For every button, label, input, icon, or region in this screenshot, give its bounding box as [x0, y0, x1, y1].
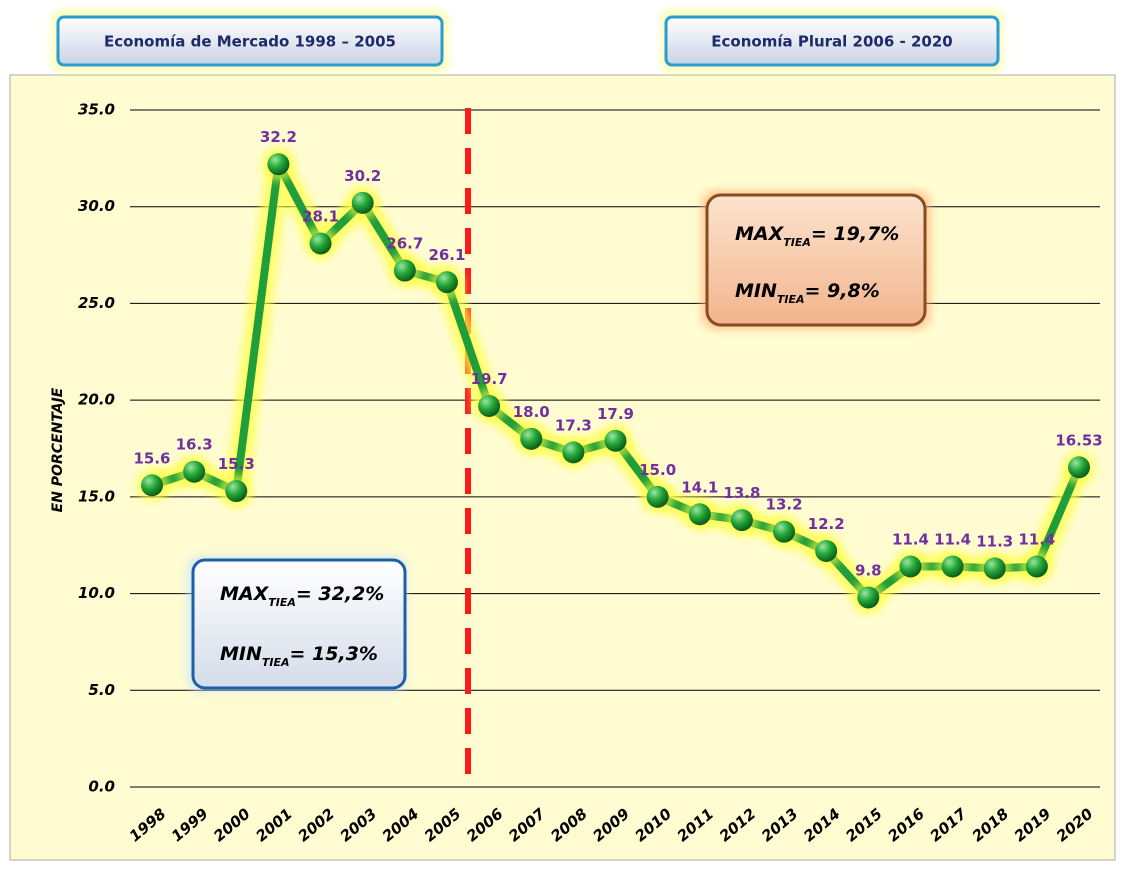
value-label: 13.8 [723, 484, 760, 502]
marker [857, 586, 880, 609]
marker [941, 555, 964, 578]
marker [435, 271, 458, 294]
marker [478, 394, 501, 417]
marker [309, 232, 332, 255]
y-tick-label: 10.0 [78, 584, 115, 602]
value-label: 19.7 [471, 370, 508, 388]
marker [225, 480, 248, 503]
marker [267, 153, 290, 176]
annotation-box: MAXTIEA= 32,2% MINTIEA= 15,3% [187, 556, 407, 692]
annotation-text: MAX [220, 583, 270, 605]
marker [604, 429, 627, 452]
marker [141, 474, 163, 497]
annotation-text: = 9,8% [805, 280, 880, 302]
marker [351, 191, 374, 214]
value-label: 15.6 [133, 449, 170, 467]
y-tick-label: 5.0 [88, 681, 115, 699]
annotation-sub: TIEA [777, 293, 805, 306]
marker [646, 485, 669, 508]
annotation-text: MIN [220, 643, 262, 665]
marker [1025, 555, 1048, 578]
y-tick-label: 0.0 [88, 778, 115, 796]
value-label: 12.2 [808, 515, 845, 533]
value-label: 15.3 [218, 455, 255, 473]
annotation-text: MAX [735, 223, 785, 245]
marker [983, 557, 1006, 580]
value-label: 32.2 [260, 128, 297, 146]
annotation-max: MAXTIEA= 32,2% [220, 583, 384, 609]
marker [183, 460, 206, 483]
annotation-sub: TIEA [268, 596, 296, 609]
value-label: 11.4 [892, 530, 929, 548]
value-label: 16.53 [1055, 431, 1102, 449]
annotation-min: MINTIEA= 15,3% [220, 643, 378, 669]
value-label: 11.4 [1018, 530, 1055, 548]
header-right: Economía Plural 2006 - 2020 [661, 10, 1003, 72]
value-label: 11.3 [976, 532, 1013, 550]
value-label: 17.9 [597, 405, 634, 423]
value-label: 13.2 [766, 496, 803, 514]
marker [899, 555, 922, 578]
annotation-min: MINTIEA= 9,8% [735, 280, 880, 306]
y-tick-label: 30.0 [78, 197, 115, 215]
value-label: 16.3 [176, 436, 213, 454]
annotation-text: MIN [735, 280, 777, 302]
value-label: 9.8 [855, 561, 882, 579]
annotation-text: = 19,7% [811, 223, 899, 245]
header-text: Economía Plural 2006 - 2020 [711, 33, 952, 51]
annotation-text: = 32,2% [296, 583, 384, 605]
marker [1068, 456, 1090, 479]
y-axis-label: EN PORCENTAJE [50, 387, 66, 512]
annotation-sub: TIEA [783, 236, 811, 249]
y-tick-label: 15.0 [78, 487, 115, 505]
annotation-text: = 15,3% [290, 643, 378, 665]
value-label: 14.1 [681, 478, 718, 496]
value-label: 26.1 [428, 246, 465, 264]
marker [393, 259, 416, 282]
value-label: 30.2 [344, 167, 381, 185]
marker [730, 509, 753, 532]
value-label: 11.4 [934, 530, 971, 548]
annotation-sub: TIEA [262, 656, 290, 669]
marker [562, 441, 585, 464]
value-label: 26.7 [386, 235, 423, 253]
y-tick-label: 35.0 [78, 101, 115, 119]
header-left: Economía de Mercado 1998 – 2005 [52, 10, 448, 72]
y-tick-label: 20.0 [78, 391, 115, 409]
annotation-max: MAXTIEA= 19,7% [735, 223, 899, 249]
header-text: Economía de Mercado 1998 – 2005 [104, 33, 396, 51]
marker [815, 540, 838, 563]
value-label: 15.0 [639, 461, 676, 479]
marker [688, 503, 711, 526]
value-label: 18.0 [513, 403, 550, 421]
marker [520, 427, 543, 450]
value-label: 17.3 [555, 416, 592, 434]
marker [773, 520, 796, 543]
value-label: 28.1 [302, 207, 339, 225]
y-tick-label: 25.0 [78, 294, 115, 312]
annotation-box: MAXTIEA= 19,7% MINTIEA= 9,8% [701, 190, 931, 330]
